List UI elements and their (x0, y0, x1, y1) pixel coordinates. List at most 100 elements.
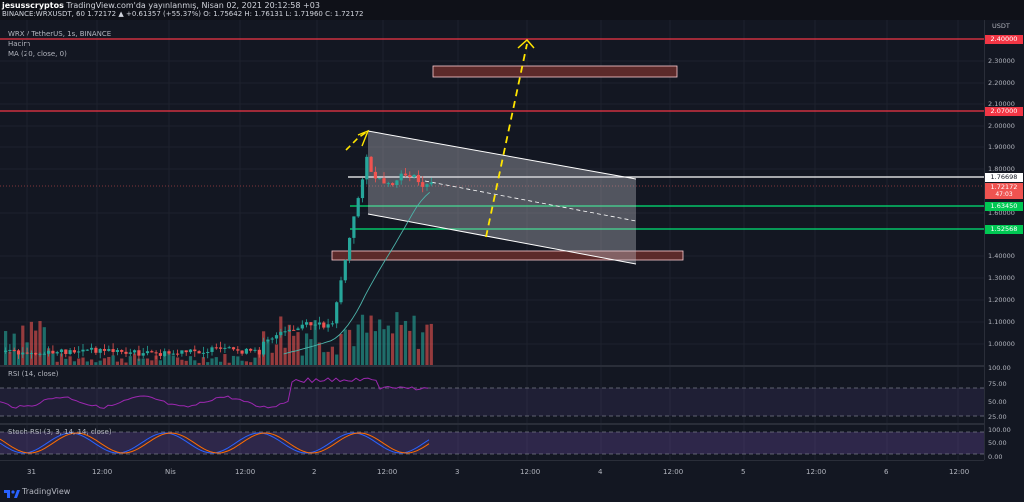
price-label: 2.30000 (988, 57, 1015, 65)
publish-info: jesusscryptos TradingView.com'da yayınla… (2, 1, 320, 10)
volume-bar (180, 359, 184, 366)
volume-bar (85, 361, 89, 366)
candle-body (270, 338, 274, 340)
currency-label: USDT (992, 22, 1010, 30)
candle-body (395, 180, 399, 185)
rsi-band (0, 388, 984, 416)
volume-bar (193, 360, 197, 366)
volume-bar (425, 324, 429, 366)
price-label: 1.30000 (988, 274, 1015, 282)
rsi-axis-label: 75.00 (988, 380, 1007, 388)
volume-bar (167, 353, 171, 366)
volume-bar (240, 360, 244, 366)
time-label: 6 (884, 468, 889, 476)
volume-bar (201, 357, 205, 366)
volume-bar (326, 351, 330, 366)
candle-body (167, 351, 171, 354)
price-chart[interactable] (0, 0, 984, 460)
candle-body (378, 178, 382, 180)
candle-body (47, 350, 51, 354)
rsi-legend[interactable]: RSI (14, close) (8, 370, 59, 378)
candle-body (77, 351, 81, 353)
candle-body (386, 183, 390, 185)
tradingview-brand[interactable]: TradingView (22, 487, 71, 496)
demand-zone-box (331, 250, 684, 261)
volume-bar (399, 324, 403, 366)
price-label: 1.10000 (988, 318, 1015, 326)
candle-body (240, 350, 244, 354)
volume-bar (145, 358, 150, 366)
volume-bar (266, 342, 270, 366)
volume-bar (236, 356, 240, 366)
volume-bar (317, 342, 322, 366)
footer: TradingView (0, 482, 1024, 502)
candle-body (236, 349, 240, 351)
volume-bar (322, 352, 326, 366)
candle-body (322, 322, 326, 328)
symbol-legend[interactable]: WRX / TetherUS, 1s, BINANCE (8, 30, 112, 38)
candle-body (283, 331, 287, 333)
stoch-legend[interactable]: Stoch RSI (3, 3, 14, 14, close) (8, 428, 112, 436)
candle-body (274, 335, 279, 339)
price-tag-white: 1.76698 (985, 173, 1023, 182)
chart-grid (0, 20, 984, 460)
volume-bar (42, 327, 46, 366)
price-axis[interactable] (984, 20, 1024, 460)
volume-bar (34, 330, 38, 366)
candles (4, 154, 433, 362)
volume-bar (378, 319, 382, 366)
chart-header: jesusscryptos TradingView.com'da yayınla… (0, 0, 1024, 20)
candle-body (421, 182, 425, 187)
candle-body (305, 322, 309, 325)
ma-legend[interactable]: MA (20, close, 0) (8, 50, 67, 58)
volume-bar (94, 362, 98, 366)
time-label: 12:00 (92, 468, 113, 476)
volume-bar (163, 354, 167, 366)
volume-bar (352, 346, 356, 366)
candle-body (219, 347, 223, 349)
target-zone-box (432, 65, 678, 78)
time-axis[interactable] (0, 460, 984, 483)
candle-body (330, 323, 334, 325)
candle-body (4, 350, 8, 352)
volume-bar (219, 361, 223, 366)
candle-body (262, 341, 266, 355)
candle-body (197, 351, 201, 354)
volume-legend[interactable]: Hacim (8, 40, 31, 48)
candle-body (115, 350, 119, 352)
candle-body (68, 350, 72, 354)
volume-bar (158, 360, 162, 366)
candle-body (399, 173, 403, 181)
volume-bar (270, 352, 274, 366)
rsi-axis-label: 100.00 (988, 364, 1011, 372)
candle-body (429, 182, 433, 185)
candle-body (356, 198, 360, 217)
time-label: 12:00 (235, 468, 256, 476)
candle-body (416, 174, 420, 183)
author-name[interactable]: jesusscryptos (2, 1, 64, 10)
volume-bar (227, 362, 231, 366)
candle-body (111, 349, 115, 352)
candle-body (253, 349, 257, 351)
stoch-band (0, 432, 984, 454)
volume-bar (373, 331, 377, 366)
candle-body (158, 353, 162, 356)
quote-line: BINANCE:WRXUSDT, 60 1.72172 ▲ +0.61357 (… (2, 10, 364, 18)
volume-bar (102, 358, 107, 366)
candle-body (128, 352, 132, 354)
volume-bar (365, 332, 369, 366)
volume-bar (90, 359, 94, 366)
volume-bar (98, 360, 102, 366)
candle-body (296, 328, 300, 331)
time-label: 31 (27, 468, 36, 476)
candle-body (90, 347, 94, 350)
candle-body (223, 347, 227, 349)
projection-breakout (485, 43, 528, 238)
candle-body (59, 349, 64, 353)
stoch-axis-label: 100.00 (988, 426, 1011, 434)
candle-body (42, 353, 46, 355)
candle-body (309, 322, 313, 326)
channel-lower-line (367, 213, 637, 265)
tradingview-logo-icon[interactable] (4, 488, 20, 498)
volume-bar (154, 355, 158, 366)
